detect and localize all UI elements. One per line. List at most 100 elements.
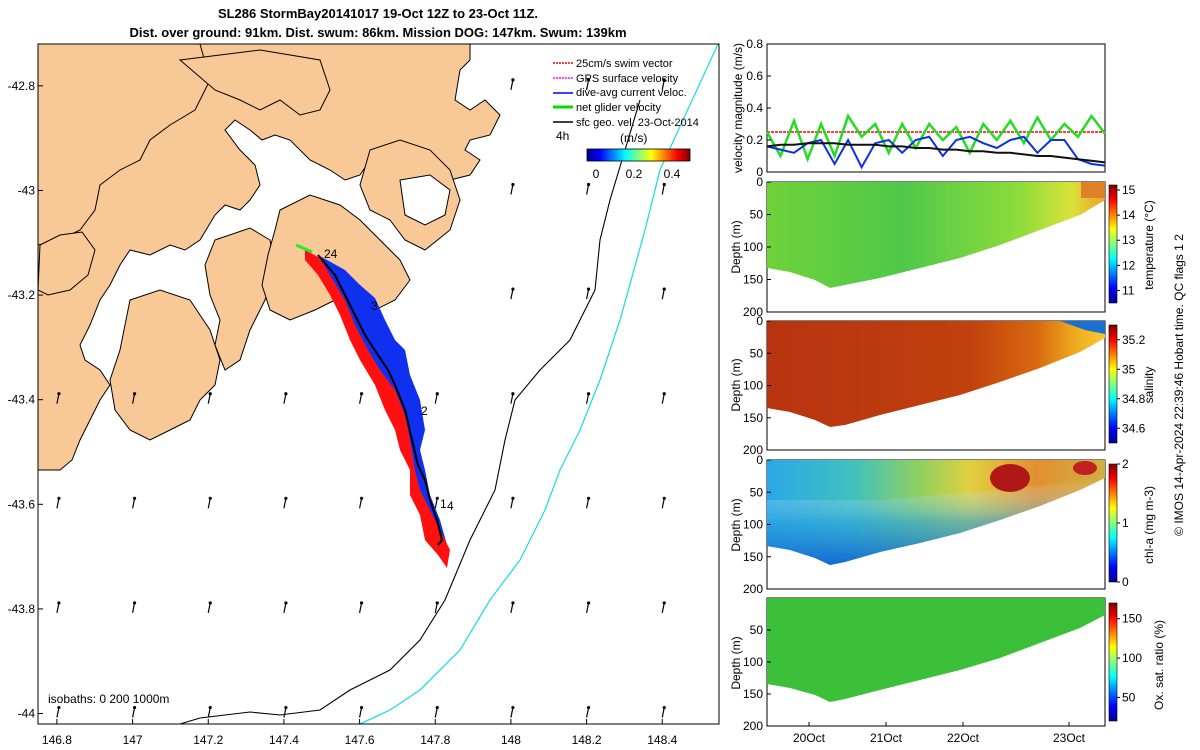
map-y-tick-label: -44 (18, 707, 36, 721)
sfc-arrow (434, 602, 438, 614)
sfc-arrow (56, 707, 60, 718)
map-y-tick-label: -43 (18, 183, 36, 197)
track-label-2: 2 (421, 404, 428, 418)
map-colorbar-tick-2: 0.4 (664, 167, 681, 181)
depth-tick-label: 50 (750, 623, 764, 637)
sfc-arrow-head (662, 705, 666, 710)
sfc-arrow-head (435, 392, 439, 396)
depth-tick-label: 150 (743, 687, 763, 701)
map-title-line1: SL286 StormBay20141017 19-Oct 12Z to 23-… (218, 6, 538, 21)
sfc-arrow-head (511, 287, 515, 291)
map-x-tick-label: 147.4 (269, 733, 299, 747)
sfc-arrow-head (284, 496, 288, 500)
depth-tick-label: 200 (743, 719, 763, 733)
sfc-arrow-head (208, 392, 212, 396)
map-y-tick-label: -43.8 (8, 602, 36, 616)
sfc-arrow-head (662, 496, 666, 500)
map-colorbar (586, 148, 691, 162)
track-label-24: 24 (324, 247, 338, 261)
sfc-arrow-head (284, 392, 288, 396)
sfc-arrow-head (511, 78, 515, 82)
sfc-arrow (358, 707, 363, 718)
map-legend: 25cm/s swim vector GPS surface velocity … (553, 58, 699, 181)
sfc-arrow (585, 707, 590, 718)
sfc-arrow (56, 393, 60, 404)
map-panel: 24 3 2 1 4 25cm/s swim vector GPS surfac… (8, 43, 720, 747)
time-tick-label: 23Oct (1053, 731, 1086, 745)
chla-ylabel: Depth (m) (729, 498, 743, 551)
velocity-y-tick-label: 0.8 (746, 37, 763, 51)
sfc-arrow (510, 79, 514, 90)
sfc-arrow-head (208, 496, 212, 500)
sfc-arrow-head (132, 496, 137, 500)
time-tick-label: 22Oct (947, 731, 980, 745)
oxygen-section (767, 598, 1105, 702)
sfc-arrow-head (284, 601, 288, 605)
sfc-arrow-head (132, 601, 137, 605)
sfc-arrow-head (511, 392, 515, 396)
depth-tick-label: 150 (743, 550, 763, 564)
depth-tick-label: 50 (750, 485, 764, 499)
salinity-colorbar (1108, 324, 1118, 444)
sfc-arrow-head (57, 601, 61, 605)
sfc-arrow-head (662, 601, 666, 605)
temperature-ylabel: Depth (m) (729, 220, 743, 273)
map-x-axis: 146.8 147 147.2 147.4 147.6 147.8 148 148.2 148.… (42, 719, 678, 747)
legend-swim-label: 25cm/s swim vector (576, 58, 673, 70)
sfc-arrow (358, 393, 363, 404)
depth-tick-label: 100 (743, 379, 763, 393)
velocity-y-axis: 0 0.2 0.4 0.6 0.8 (746, 37, 771, 179)
oxygen-colorbar (1108, 602, 1118, 722)
sfc-arrow (585, 79, 590, 90)
oxygen-y-axis: 50 100 150 200 (743, 623, 771, 733)
map-y-tick-label: -43.2 (8, 288, 36, 302)
sfc-arrow-head (586, 392, 591, 396)
map-y-tick-label: -42.8 (8, 79, 36, 93)
colorbar-tick-label: 2 (1122, 457, 1129, 471)
sfc-arrow (207, 707, 211, 718)
sfc-arrow (434, 498, 438, 509)
sfc-arrow-head (359, 496, 364, 500)
sfc-arrow (131, 602, 136, 614)
isobath-1000m (359, 43, 719, 725)
velocity-series-net-glider (765, 113, 1106, 163)
sfc-arrow (283, 602, 287, 614)
salinity-colorbar-label: salinity (1142, 367, 1156, 404)
swim-vector-swath (305, 250, 450, 568)
colorbar-tick-label: 11 (1122, 283, 1135, 297)
time-label: 4h (556, 129, 569, 143)
depth-tick-label: 0 (756, 314, 763, 328)
depth-tick-label: 0 (756, 453, 763, 467)
sfc-arrow (585, 602, 590, 614)
colorbar-tick-label: 13 (1122, 233, 1136, 247)
map-x-tick-label: 148.2 (572, 733, 602, 747)
map-y-tick-label: -43.4 (8, 393, 36, 407)
velocity-series (765, 113, 1106, 170)
sfc-arrow (661, 602, 665, 614)
chla-panel: chl-a (mg m-3) 0 50 100 150 200 0 1 2 Depth (m… (729, 453, 1156, 596)
time-tick-label: 21Oct (870, 731, 903, 745)
temperature-section (767, 182, 1105, 288)
sfc-arrow-head (511, 496, 515, 500)
temperature-warm-patch (1081, 182, 1105, 198)
sfc-arrow (661, 79, 665, 90)
sfc-arrow-head (359, 705, 364, 710)
sfc-arrow-head (662, 287, 666, 291)
chla-high-patch (1073, 461, 1097, 475)
chla-colorbar (1108, 463, 1118, 583)
velocity-y-tick-label: 0.6 (746, 69, 763, 83)
sfc-arrow-head (57, 705, 61, 710)
sfc-arrow (207, 602, 211, 614)
depth-tick-label: 200 (743, 582, 763, 596)
temperature-colorbar-ticks: 11 12 13 14 15 (1117, 183, 1136, 297)
sfc-arrow (661, 498, 665, 509)
map-colorbar-label: (m/s) (620, 131, 647, 145)
sfc-geo-velocity-arrows (56, 78, 666, 718)
depth-tick-label: 150 (743, 273, 763, 287)
chla-max-patch (990, 464, 1030, 492)
map-x-tick-label: 147 (123, 733, 143, 747)
depth-tick-label: 100 (743, 518, 763, 532)
sfc-arrow-head (208, 705, 212, 710)
oxygen-colorbar-label: Ox. sat. ratio (%) (1152, 620, 1166, 710)
